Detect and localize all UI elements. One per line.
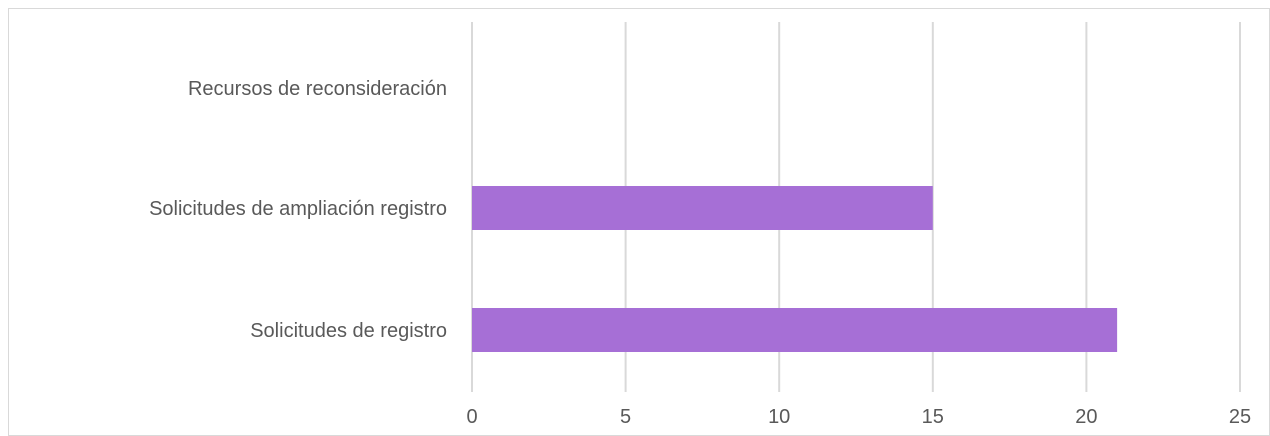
x-tick-label: 5 [620, 406, 631, 428]
bar [472, 308, 1118, 352]
x-tick-label: 15 [922, 406, 944, 428]
x-tick-labels: 0 5 10 15 20 25 [466, 406, 1251, 428]
bar [472, 186, 933, 230]
x-tick-label: 0 [466, 406, 477, 428]
bars [472, 186, 1118, 352]
category-labels: Recursos de reconsideración Solicitudes d… [149, 78, 447, 342]
category-label: Solicitudes de registro [250, 320, 447, 342]
category-label: Recursos de reconsideración [188, 78, 447, 100]
category-label: Solicitudes de ampliación registro [149, 198, 447, 220]
x-tick-label: 20 [1075, 406, 1097, 428]
x-tick-label: 10 [768, 406, 790, 428]
x-tick-label: 25 [1229, 406, 1251, 428]
